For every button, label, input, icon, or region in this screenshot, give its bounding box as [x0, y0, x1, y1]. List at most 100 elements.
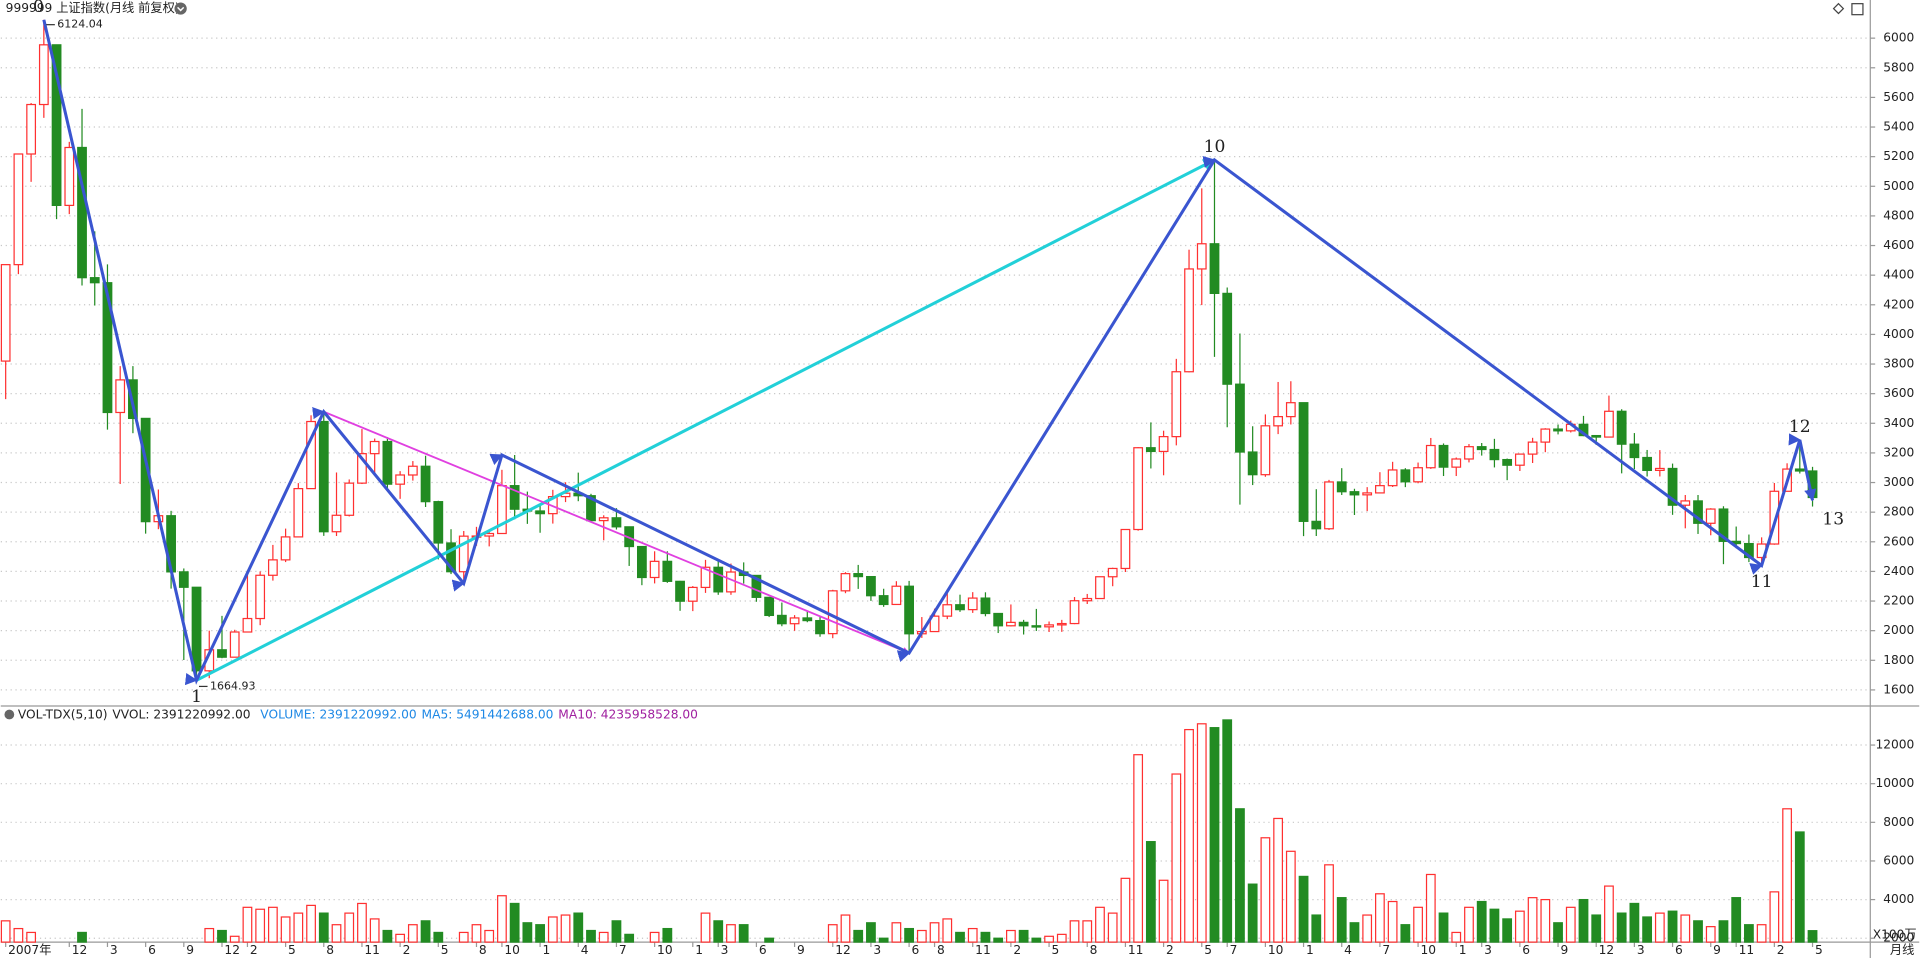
period-label: 月线: [1890, 943, 1914, 957]
y-tick-label: 5400: [1883, 120, 1914, 134]
volume-header: VOL-TDX(5,10) VVOL: 2391220992.00 VOLUME: …: [18, 707, 698, 721]
x-tick-label: 2: [1166, 943, 1174, 957]
candle-body: [827, 590, 838, 635]
volume-bar: [1591, 914, 1602, 943]
y-tick-label: 6000: [1883, 853, 1914, 867]
x-tick-label: 7: [1382, 943, 1390, 957]
volume-bar: [1731, 897, 1742, 943]
y-tick-label: 5800: [1883, 60, 1914, 74]
candle-body: [178, 571, 189, 588]
volume-bar: [255, 908, 266, 943]
wave-label: 1: [191, 687, 202, 707]
x-tick-label: 6: [1522, 943, 1530, 957]
candle-body: [1184, 268, 1194, 373]
y-tick-label: 4600: [1883, 238, 1914, 252]
x-tick-label: 7: [1230, 943, 1238, 957]
volume-bar: [1196, 723, 1207, 943]
y-tick-label: 1800: [1883, 653, 1914, 667]
volume-bar: [611, 920, 622, 943]
volume-bar: [1680, 914, 1691, 943]
volume-bar: [1425, 873, 1436, 943]
y-tick-label: 3400: [1883, 416, 1914, 430]
candle-body: [878, 595, 889, 606]
indicator-menu[interactable]: [4, 709, 15, 720]
volume-bar: [891, 922, 902, 943]
wave-label: 13: [1822, 509, 1844, 529]
candle-body: [598, 517, 609, 522]
candle-body: [1514, 453, 1525, 466]
volume-bar: [1260, 837, 1271, 943]
volume-bar: [357, 902, 367, 943]
volume-bar: [942, 918, 953, 943]
candle-body: [1222, 292, 1233, 385]
candle-body: [1018, 621, 1029, 627]
volume-bar: [1018, 929, 1029, 943]
candle-body: [636, 545, 647, 579]
volume-bar: [713, 920, 724, 943]
candle-body: [1133, 447, 1144, 531]
candle-body: [64, 146, 75, 207]
x-tick-label: 12: [1599, 943, 1615, 957]
volume-bar: [1375, 893, 1385, 943]
volume-bar: [929, 922, 940, 943]
candle-body: [1451, 458, 1462, 468]
menu-button[interactable]: [174, 2, 187, 15]
volume-bar: [280, 916, 291, 943]
candle-body: [1209, 243, 1220, 294]
candle-body: [955, 604, 965, 611]
volume-bar: [1069, 920, 1080, 943]
volume-bar: [318, 912, 329, 943]
x-tick-label: 7: [619, 943, 627, 957]
volume-bar: [293, 912, 304, 943]
volume-bar: [306, 904, 316, 943]
candle-body: [891, 585, 902, 606]
candle-body: [1413, 467, 1423, 483]
candle-body: [1273, 416, 1284, 427]
volume-bar: [1553, 922, 1563, 943]
candle-body: [1425, 444, 1436, 469]
candle-body: [1502, 458, 1513, 466]
wave-label: 12: [1789, 417, 1811, 437]
candle-body: [1031, 625, 1042, 628]
y-tick-label: 2400: [1883, 564, 1914, 578]
candle-body: [611, 517, 622, 528]
ma5-text: MA5: 5491442688.00: [422, 707, 554, 721]
x-tick-label: 1: [1306, 943, 1314, 957]
volume-bar: [1171, 773, 1182, 943]
candle-body: [815, 619, 825, 635]
volume-bar: [369, 918, 380, 943]
volume-bar: [1133, 754, 1144, 943]
x-tick-label: 2: [1013, 943, 1021, 957]
candle-body: [242, 617, 253, 633]
y-tick-label: 5000: [1883, 179, 1914, 193]
x-tick-label: 2007年: [8, 943, 51, 957]
volume-bar: [420, 920, 431, 943]
y-tick-label: 4200: [1883, 297, 1914, 311]
candle-body: [1527, 441, 1538, 455]
x-tick-label: 6: [912, 943, 920, 957]
volume-bar: [967, 927, 978, 943]
volume-bar: [1235, 808, 1245, 943]
candle-body: [967, 597, 978, 611]
wave-label: 0: [33, 0, 44, 17]
diamond-icon[interactable]: [1832, 2, 1845, 15]
y-tick-label: 5200: [1883, 149, 1914, 163]
y-tick-label: 2000: [1883, 931, 1914, 945]
volume-bar: [1298, 875, 1309, 943]
window-icon[interactable]: [1851, 3, 1864, 16]
volume-bar: [1667, 910, 1678, 943]
candle-body: [382, 440, 393, 485]
y-tick-label: 1600: [1883, 682, 1914, 696]
volume-bar: [484, 929, 495, 943]
x-tick-label: 9: [797, 943, 805, 957]
candle-body: [1540, 428, 1551, 443]
volume-bar: [1705, 926, 1716, 943]
volume-bar: [509, 902, 520, 943]
candle-body: [318, 420, 329, 533]
candle-body: [904, 585, 914, 635]
volume-bar: [242, 906, 253, 943]
candle-body: [1375, 485, 1385, 494]
menu-chevron: [177, 6, 185, 12]
volume-bar: [0, 920, 11, 943]
x-tick-label: 3: [1484, 943, 1492, 957]
